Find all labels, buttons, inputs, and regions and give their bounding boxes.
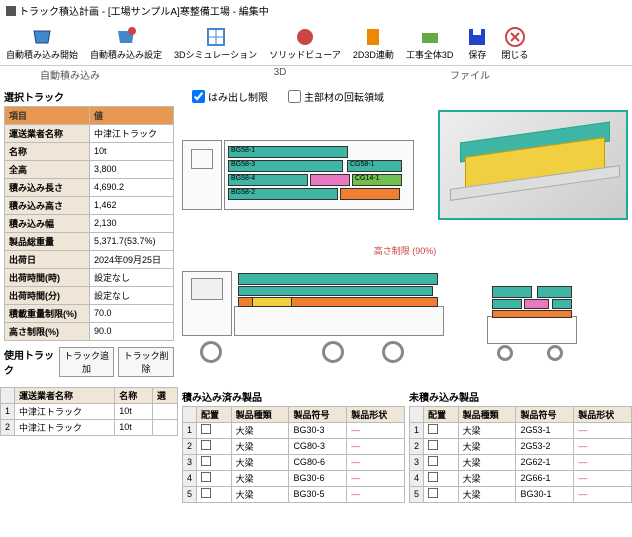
- cargo-block[interactable]: BG58-3: [228, 160, 343, 172]
- prop-row[interactable]: 出荷時間(分)設定なし: [5, 286, 174, 304]
- add-truck-button[interactable]: トラック追加: [59, 347, 115, 377]
- col-name[interactable]: 名称: [115, 387, 153, 403]
- cargo-block[interactable]: [238, 286, 433, 296]
- cargo-block[interactable]: BG58-2: [228, 188, 338, 200]
- cargo-block[interactable]: [552, 299, 572, 309]
- loaded-grid[interactable]: 配置製品種類製品符号製品形状 1大梁BG30-3—2大梁CG80-3—3大梁CG…: [182, 406, 405, 503]
- cargo-block[interactable]: [524, 299, 549, 309]
- prop-row[interactable]: 出荷日2024年09月25日: [5, 250, 174, 268]
- prop-row[interactable]: 積載重量制限(%)70.0: [5, 304, 174, 322]
- cargo-block[interactable]: BG58-4: [228, 174, 308, 186]
- loaded-row[interactable]: 4大梁BG30-6—: [183, 470, 405, 486]
- rotation-area-checkbox[interactable]: 主部材の回転領域: [288, 89, 384, 104]
- ribbon-toolbar: 自動積み込み開始自動積み込み設定3Dシミュレーションソリッドビューア2D3D連動…: [0, 21, 632, 66]
- loaded-row[interactable]: 2大梁CG80-3—: [183, 438, 405, 454]
- property-table: 項目値 運送業者名称中津江トラック名称10t全高3,800積み込み長さ4,690…: [4, 106, 174, 341]
- prop-col-key: 項目: [5, 106, 90, 124]
- unloaded-title: 未積み込み製品: [409, 389, 632, 404]
- wheel-icon: [382, 341, 404, 363]
- cargo-block[interactable]: [492, 310, 572, 318]
- unloaded-row[interactable]: 5大梁BG30-1—: [410, 486, 632, 502]
- unloaded-row[interactable]: 3大梁2G62-1—: [410, 454, 632, 470]
- wheel-icon: [322, 341, 344, 363]
- checkbox-icon[interactable]: [428, 472, 438, 482]
- unloaded-grid[interactable]: 配置製品種類製品符号製品形状 1大梁2G53-1—2大梁2G53-2—3大梁2G…: [409, 406, 632, 503]
- unloaded-row[interactable]: 4大梁2G66-1—: [410, 470, 632, 486]
- cargo-block[interactable]: [492, 299, 522, 309]
- loaded-title: 積み込み済み製品: [182, 389, 405, 404]
- prop-row[interactable]: 全高3,800: [5, 160, 174, 178]
- cargo-block[interactable]: [340, 188, 400, 200]
- prop-row[interactable]: 運送業者名称中津江トラック: [5, 124, 174, 142]
- ribbon-btn-6[interactable]: 保存: [459, 23, 495, 63]
- ribbon-btn-0[interactable]: 自動積み込み開始: [0, 23, 84, 63]
- back-bed: [487, 316, 577, 344]
- side-bed: [234, 306, 444, 336]
- ribbon-btn-2[interactable]: 3Dシミュレーション: [168, 23, 263, 63]
- title-bar: トラック積込計画 - [工場サンプルA]寒整備工場 - 編集中: [0, 0, 632, 21]
- prop-row[interactable]: 出荷時間(時)設定なし: [5, 268, 174, 286]
- truck-side-view[interactable]: [182, 261, 462, 371]
- truck-row[interactable]: 1中津江トラック10t: [1, 403, 178, 419]
- col-sel[interactable]: 選: [152, 387, 177, 403]
- prop-row[interactable]: 高さ制限(%)90.0: [5, 322, 174, 340]
- wheel-icon: [547, 345, 563, 361]
- loaded-row[interactable]: 3大梁CG80-6—: [183, 454, 405, 470]
- prop-row[interactable]: 積み込み幅2,130: [5, 214, 174, 232]
- loaded-row[interactable]: 1大梁BG30-3—: [183, 422, 405, 438]
- window-title: トラック積込計画 - [工場サンプルA]寒整備工場 - 編集中: [19, 3, 269, 18]
- cargo-block[interactable]: [238, 273, 438, 285]
- cargo-block[interactable]: [537, 286, 572, 298]
- truck-list-grid[interactable]: 運送業者名称名称選 1中津江トラック10t2中津江トラック10t: [0, 387, 178, 436]
- cargo-block[interactable]: CG58-1: [347, 160, 402, 172]
- checkbox-icon[interactable]: [201, 440, 211, 450]
- prop-row[interactable]: 積み込み長さ4,690.2: [5, 178, 174, 196]
- ribbon-btn-3[interactable]: ソリッドビューア: [263, 23, 347, 63]
- prop-row[interactable]: 名称10t: [5, 142, 174, 160]
- use-truck-label: 使用トラック: [4, 347, 55, 377]
- wheel-icon: [497, 345, 513, 361]
- ribbon-btn-5[interactable]: 工事全体3D: [400, 23, 460, 63]
- app-icon: [6, 6, 16, 16]
- checkbox-icon[interactable]: [428, 440, 438, 450]
- ribbon-btn-1[interactable]: 自動積み込み設定: [84, 23, 168, 63]
- loaded-row[interactable]: 5大梁BG30-5—: [183, 486, 405, 502]
- wheel-icon: [200, 341, 222, 363]
- overflow-limit-checkbox[interactable]: はみ出し制限: [192, 89, 268, 104]
- truck-top-view[interactable]: BG58-1 BG58-3 CG58-1 BG58-4 CG14-1 BG58-2: [182, 110, 422, 240]
- ribbon-group-labels: 自動積み込み 3D ファイル: [0, 66, 632, 83]
- ribbon-btn-7[interactable]: 閉じる: [495, 23, 534, 63]
- unloaded-row[interactable]: 1大梁2G53-1—: [410, 422, 632, 438]
- height-limit-label: 高さ制限 (90%): [182, 244, 628, 257]
- checkbox-icon[interactable]: [428, 488, 438, 498]
- truck-back-view[interactable]: [482, 271, 582, 371]
- prop-col-val: 値: [90, 106, 174, 124]
- ribbon-group-auto: 自動積み込み: [0, 66, 140, 83]
- prop-row[interactable]: 製品総重量5,371.7(53.7%): [5, 232, 174, 250]
- checkbox-icon[interactable]: [428, 456, 438, 466]
- ribbon-btn-4[interactable]: 2D3D連動: [347, 23, 400, 63]
- cargo-block[interactable]: [252, 297, 292, 307]
- truck-cab: [182, 140, 222, 210]
- cargo-block[interactable]: CG14-1: [352, 174, 402, 186]
- ribbon-group-3d: 3D: [140, 66, 420, 83]
- checkbox-icon[interactable]: [428, 424, 438, 434]
- checkbox-icon[interactable]: [201, 488, 211, 498]
- col-carrier[interactable]: 運送業者名称: [15, 387, 115, 403]
- side-cab: [182, 271, 232, 336]
- prop-row[interactable]: 積み込み高さ1,462: [5, 196, 174, 214]
- selected-truck-label: 選択トラック: [4, 89, 174, 104]
- checkbox-icon[interactable]: [201, 456, 211, 466]
- delete-truck-button[interactable]: トラック削除: [118, 347, 174, 377]
- view-options: はみ出し制限 主部材の回転領域: [182, 87, 628, 110]
- cargo-block[interactable]: [310, 174, 350, 186]
- cargo-block[interactable]: BG58-1: [228, 146, 348, 158]
- checkbox-icon[interactable]: [201, 472, 211, 482]
- truck-row[interactable]: 2中津江トラック10t: [1, 419, 178, 435]
- cargo-block[interactable]: [492, 286, 532, 298]
- ribbon-group-file: ファイル: [420, 66, 520, 83]
- checkbox-icon[interactable]: [201, 424, 211, 434]
- unloaded-row[interactable]: 2大梁2G53-2—: [410, 438, 632, 454]
- 3d-inset-view[interactable]: [438, 110, 628, 220]
